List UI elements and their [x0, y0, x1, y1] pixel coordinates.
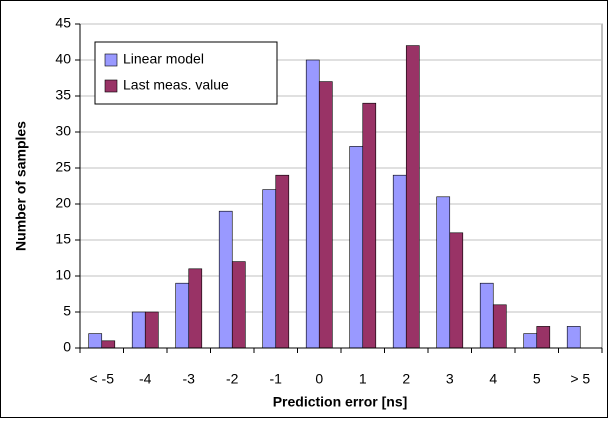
y-tick-label: 25 [55, 159, 71, 175]
bar [536, 326, 551, 349]
bar [275, 174, 290, 349]
bar [305, 59, 320, 349]
legend-label: Linear model [123, 51, 204, 67]
bar [566, 326, 581, 349]
x-tick-label: > 5 [570, 371, 590, 387]
bar [101, 340, 116, 349]
y-tick-label: 15 [55, 231, 71, 247]
legend-swatch [104, 53, 118, 67]
x-axis-title: Prediction error [ns] [273, 394, 408, 410]
bar [188, 268, 203, 349]
x-tick-label: -4 [139, 371, 152, 387]
bar [405, 45, 420, 349]
y-tick-label: 0 [63, 339, 71, 355]
bar [362, 102, 377, 349]
bar [144, 311, 159, 349]
y-tick-label: 45 [55, 15, 71, 31]
bar [449, 232, 464, 349]
bar [175, 282, 190, 349]
y-tick-label: 10 [55, 267, 71, 283]
bar [479, 282, 494, 349]
x-tick-label: -2 [226, 371, 239, 387]
y-tick-label: 5 [63, 303, 71, 319]
bar [231, 261, 246, 349]
x-tick-label: 4 [489, 371, 497, 387]
x-tick-label: < -5 [89, 371, 114, 387]
x-tick-label: 2 [402, 371, 410, 387]
legend-box [94, 41, 278, 105]
bar [492, 304, 507, 349]
legend-swatch [104, 79, 118, 93]
x-tick-label: 1 [359, 371, 367, 387]
bar [318, 81, 333, 349]
y-axis-title: Number of samples [13, 121, 29, 251]
x-tick-label: -1 [270, 371, 283, 387]
bar [392, 174, 407, 349]
bar [349, 146, 364, 349]
bar [436, 196, 451, 349]
y-tick-label: 40 [55, 51, 71, 67]
y-tick-label: 35 [55, 87, 71, 103]
y-tick-label: 30 [55, 123, 71, 139]
bar [523, 333, 538, 349]
x-tick-label: -3 [183, 371, 196, 387]
x-tick-label: 3 [446, 371, 454, 387]
bar [88, 333, 103, 349]
bar [218, 210, 233, 349]
bar [131, 311, 146, 349]
bar [262, 189, 277, 349]
x-tick-label: 5 [533, 371, 541, 387]
y-tick-label: 20 [55, 195, 71, 211]
x-tick-label: 0 [315, 371, 323, 387]
legend-label: Last meas. value [123, 77, 229, 93]
